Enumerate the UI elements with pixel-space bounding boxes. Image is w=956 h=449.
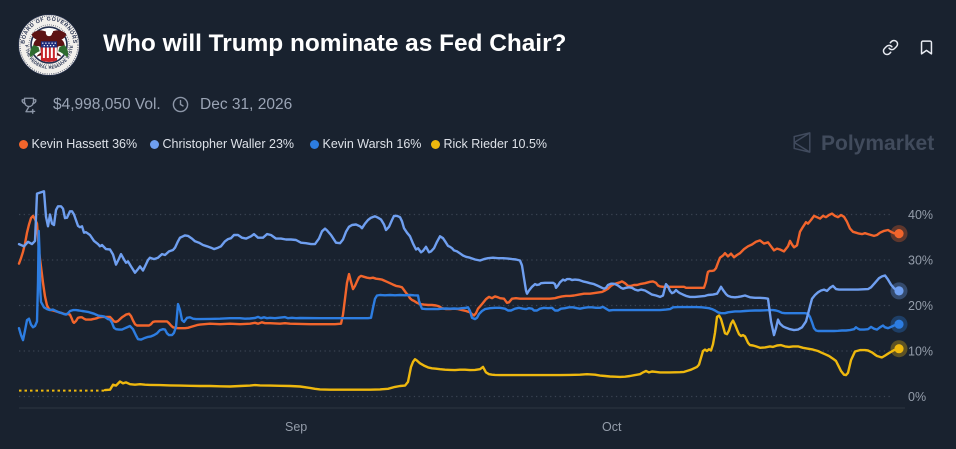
svg-text:30%: 30% xyxy=(908,254,933,268)
svg-text:Oct: Oct xyxy=(602,420,622,434)
svg-text:0%: 0% xyxy=(908,390,926,404)
svg-text:40%: 40% xyxy=(908,208,933,222)
svg-text:Sep: Sep xyxy=(285,420,307,434)
svg-text:20%: 20% xyxy=(908,299,933,313)
svg-text:10%: 10% xyxy=(908,345,933,359)
